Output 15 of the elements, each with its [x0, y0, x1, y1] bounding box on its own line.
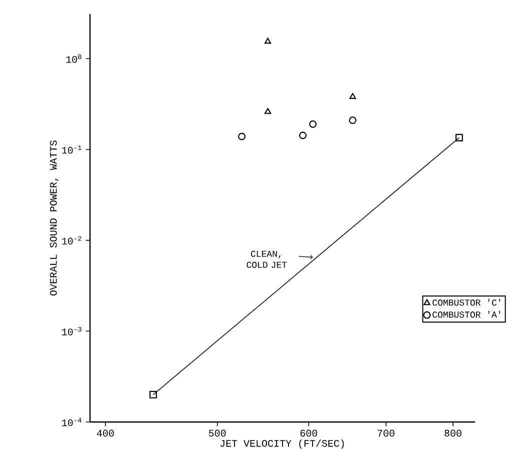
x-axis-title: JET VELOCITY (FT/SEC): [220, 439, 344, 449]
annotation: CLEAN, COLD JET: [246, 250, 287, 268]
x-tick-label: 400: [96, 430, 114, 437]
legend-label: COMBUSTOR 'C': [432, 299, 500, 306]
y-axis-title: OVERALL SOUND POWER, WATTS: [50, 140, 58, 296]
y-tick-label: 10$^{-3}$: [62, 326, 82, 336]
y-tick-label: 10$^{-1}$: [62, 145, 82, 154]
y-tick-label: 10$^{-2}$: [62, 236, 82, 245]
x-tick-label: 600: [300, 430, 318, 437]
x-tick-label: 700: [378, 430, 394, 437]
x-tick-label: 800: [444, 430, 462, 437]
x-tick-label: 500: [208, 430, 226, 437]
y-tick-label: 10$^{0}$: [66, 54, 82, 63]
legend-label: COMBUSTOR 'A': [432, 311, 500, 318]
y-tick-label: 10$^{-4}$: [62, 418, 82, 426]
